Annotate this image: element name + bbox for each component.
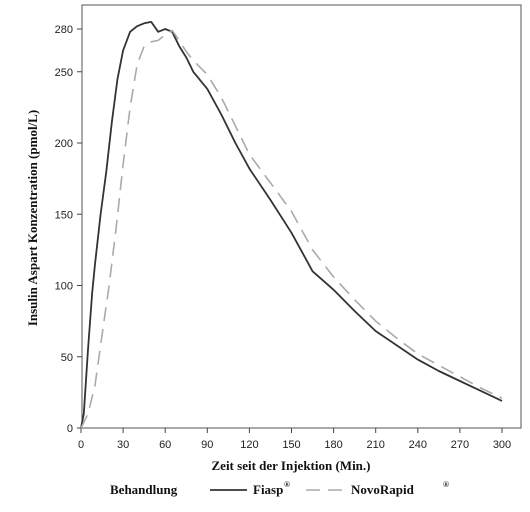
legend-sup-fiasp: ® bbox=[284, 480, 290, 489]
y-axis-title: Insulin Aspart Konzentration (pmol/L) bbox=[25, 110, 40, 326]
x-tick-label: 180 bbox=[324, 439, 342, 451]
legend-sup-novorapid: ® bbox=[443, 480, 449, 489]
y-tick-label: 0 bbox=[67, 423, 73, 435]
y-tick-label: 280 bbox=[55, 24, 73, 36]
x-tick-label: 240 bbox=[409, 439, 427, 451]
x-tick-label: 60 bbox=[159, 439, 171, 451]
legend-label-novorapid: NovoRapid bbox=[351, 482, 415, 497]
x-tick-label: 300 bbox=[493, 439, 511, 451]
x-tick-label: 120 bbox=[240, 439, 258, 451]
x-tick-label: 150 bbox=[282, 439, 300, 451]
y-tick-label: 150 bbox=[55, 209, 73, 221]
y-tick-label: 50 bbox=[61, 352, 73, 364]
legend-label-fiasp: Fiasp bbox=[253, 482, 283, 497]
series-line-novorapid bbox=[80, 29, 503, 429]
x-tick-label: 270 bbox=[451, 439, 469, 451]
x-axis-title: Zeit seit der Injektion (Min.) bbox=[212, 458, 371, 473]
x-tick-label: 30 bbox=[117, 439, 129, 451]
y-tick-label: 200 bbox=[55, 138, 73, 150]
x-tick-label: 90 bbox=[201, 439, 213, 451]
y-tick-label: 250 bbox=[55, 67, 73, 79]
x-tick-label: 0 bbox=[78, 439, 84, 451]
y-tick-label: 100 bbox=[55, 281, 73, 293]
legend-title: Behandlung bbox=[110, 482, 178, 497]
series-line-fiasp bbox=[80, 21, 503, 429]
x-tick-label: 210 bbox=[367, 439, 385, 451]
plot-frame bbox=[81, 4, 522, 429]
